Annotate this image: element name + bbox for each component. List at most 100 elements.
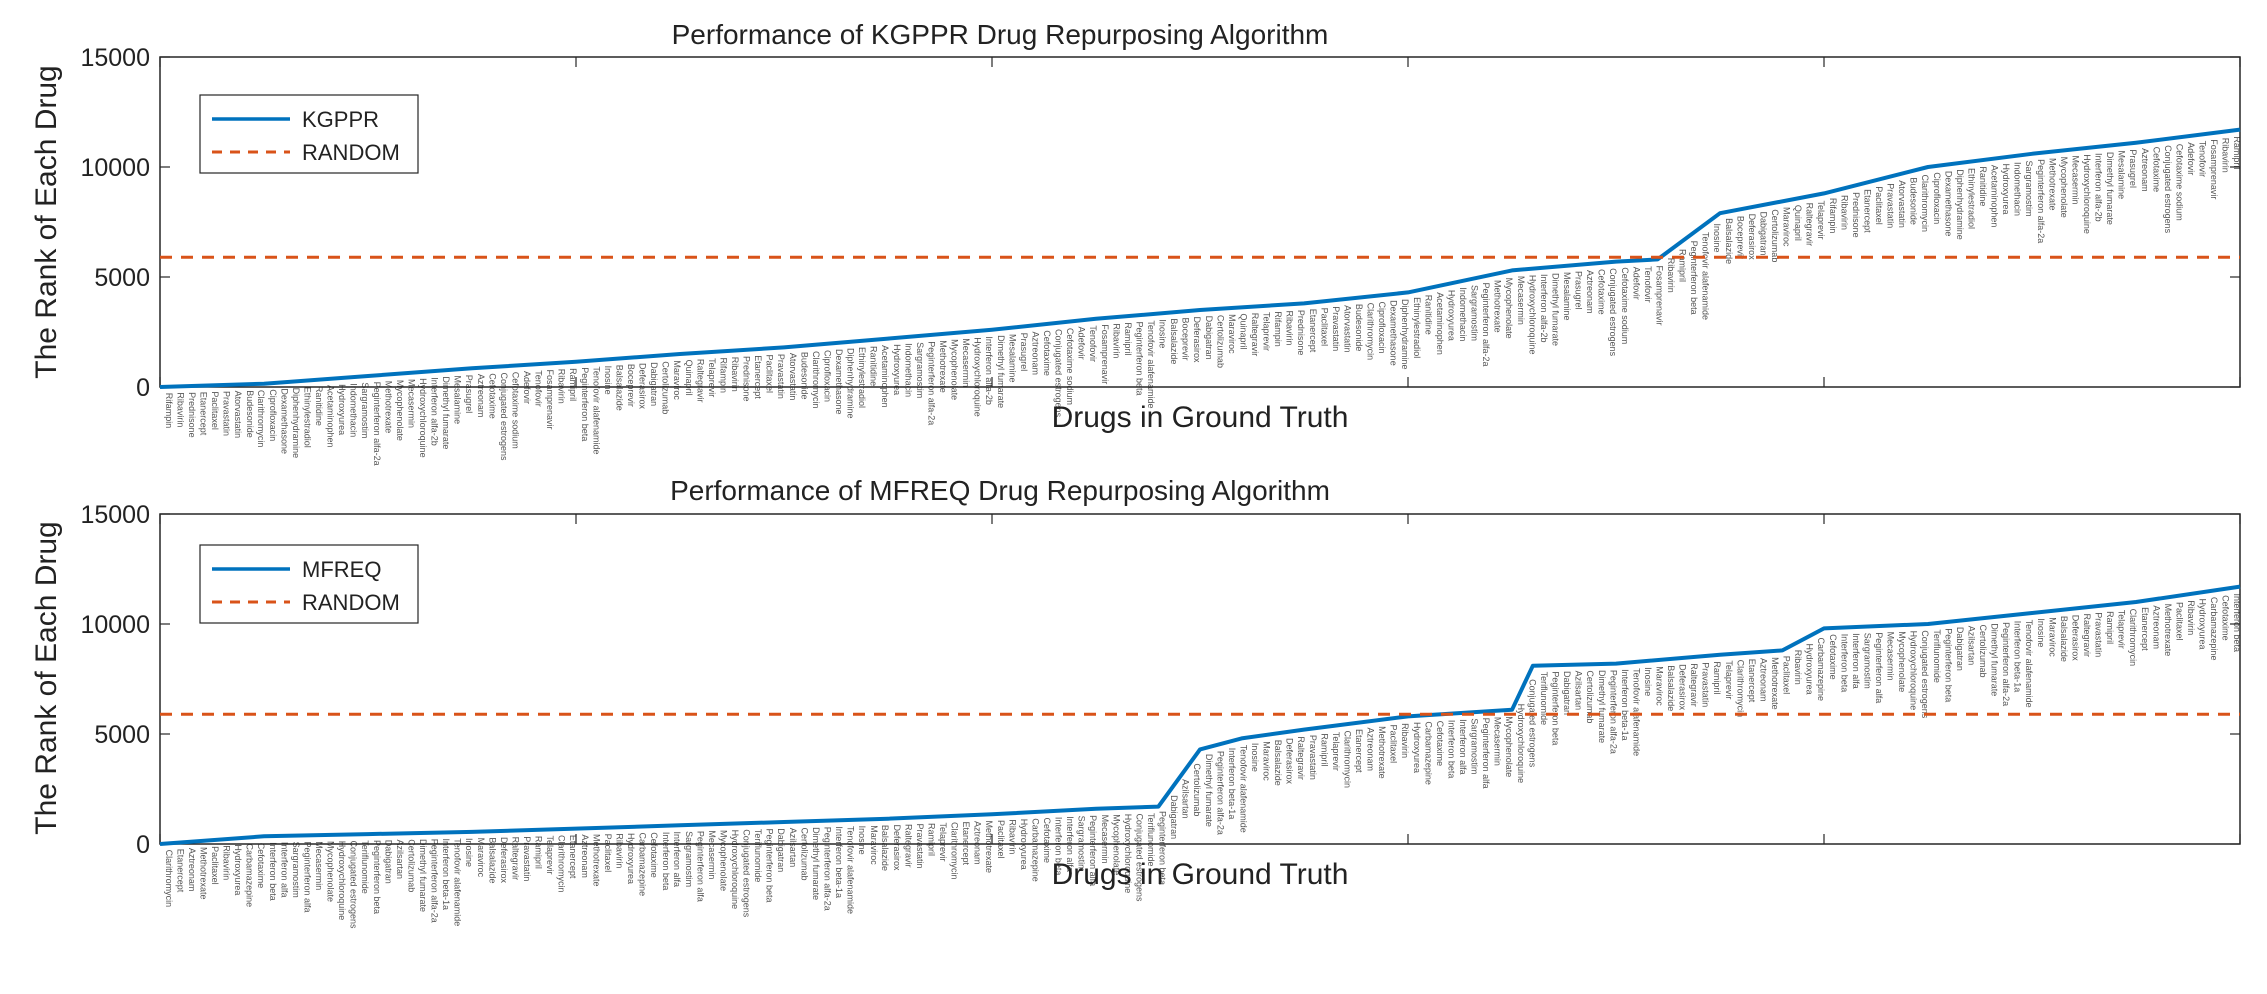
drug-label: Mecasermin <box>2070 156 2080 205</box>
kgppr-y-axis-label: The Rank of Each Drug <box>30 65 63 379</box>
drug-label: Hydroxyurea <box>1412 722 1422 773</box>
drug-label: Pravastatin <box>776 354 786 399</box>
drug-label: Cefotaxime <box>2221 595 2231 641</box>
drug-label: Atorvastatin <box>788 353 798 401</box>
drug-label: Sargramostim <box>1470 718 1480 774</box>
drug-label: Inosine <box>603 366 613 395</box>
drug-label: Ciprofloxacin <box>1932 172 1942 224</box>
drug-label: Carbamazepine <box>638 833 648 897</box>
drug-label: Ribavirin <box>1111 323 1121 358</box>
drug-label: Tenofovir alafenamide <box>1631 668 1641 756</box>
drug-label: Cefotaxime <box>256 843 266 889</box>
drug-label: Certolizumab <box>406 839 416 892</box>
drug-label: Ribavirin <box>175 392 185 427</box>
drug-label: Interferon alfa <box>1851 633 1861 689</box>
drug-label: Maraviroc <box>1227 314 1237 354</box>
drug-label: Mecasermin <box>1886 632 1896 681</box>
drug-label: Ramipril <box>1678 249 1688 282</box>
drug-label: Mesalamine <box>1562 272 1572 321</box>
drug-label: Atorvastatin <box>233 391 243 439</box>
drug-label: Conjugated estrogens <box>1134 813 1144 902</box>
drug-label: Interferon beta <box>1446 720 1456 779</box>
drug-label: Ribavirin <box>2186 600 2196 635</box>
drug-label: Acetaminophen <box>1990 165 2000 228</box>
drug-label: Carbamazepine <box>2209 597 2219 661</box>
drug-label: Teriflunomide <box>753 829 763 883</box>
kgppr-legend-entry: KGPPR <box>302 107 379 132</box>
drug-label: Budesonide <box>1354 304 1364 352</box>
drug-label: Dimethyl fumarate <box>2105 152 2115 225</box>
drug-label: Telaprevir <box>1816 201 1826 240</box>
mfreq-legend: MFREQ RANDOM <box>199 544 419 624</box>
mfreq-drug-labels: Clarithromycin Etanercept Aztreonam Methotr… <box>164 594 2242 930</box>
mfreq-legend-box <box>199 544 419 624</box>
drug-label: Acetaminophen <box>326 385 336 448</box>
drug-label: Interferon beta-1a <box>1620 669 1630 741</box>
drug-label: Budesonide <box>799 352 809 400</box>
drug-label: Ramipril <box>2232 136 2242 169</box>
drug-label: Peginterferon alfa-2a <box>1608 670 1618 754</box>
drug-label: Ribavirin <box>614 833 624 868</box>
drug-label: Mecasermin <box>1493 717 1503 766</box>
drug-label: Tenofovir alafenamide <box>2024 620 2034 708</box>
drug-label: Azilsartan <box>395 839 405 879</box>
drug-label: Paclitaxel <box>1389 725 1399 764</box>
drug-label: Hydroxyurea <box>892 344 902 395</box>
drug-label: Prednisone <box>1851 192 1861 238</box>
drug-label: Ciprofloxacin <box>1377 302 1387 354</box>
drug-label: Acetaminophen <box>880 345 890 408</box>
drug-label: Quinapril <box>1793 205 1803 241</box>
drug-label: Raltegravir <box>903 824 913 868</box>
drug-label: Raltegravir <box>2082 614 2092 658</box>
drug-label: Indomethacin <box>1458 287 1468 341</box>
mfreq-chart-title: Performance of MFREQ Drug Repurposing Al… <box>670 475 1330 506</box>
drug-label: Dabigatran <box>776 828 786 872</box>
drug-label: Etanercept <box>1862 189 1872 233</box>
drug-label: Mecasermin <box>314 841 324 890</box>
y-tick-label: 10000 <box>80 611 150 639</box>
drug-label: Mecasermin <box>961 338 971 387</box>
drug-label: Mycophenolate <box>1111 814 1121 875</box>
drug-label: Tenofovir <box>534 370 544 407</box>
drug-label: Peginterferon beta <box>1550 671 1560 745</box>
drug-label: Cefotaxime <box>1042 330 1052 376</box>
drug-label: Certolizumab <box>1215 315 1225 368</box>
drug-label: Inosine <box>2036 618 2046 647</box>
drug-label: Tenofovir alafenamide <box>453 838 463 926</box>
drug-label: Balsalazide <box>487 837 497 883</box>
drug-label: Telaprevir <box>1331 732 1341 771</box>
drug-label: Peginterferon alfa <box>1874 632 1884 703</box>
drug-label: Clarithromycin <box>557 835 567 893</box>
drug-label: Ciprofloxacin <box>822 350 832 402</box>
drug-label: Balsalazide <box>2059 616 2069 662</box>
drug-label: Teriflunomide <box>1539 672 1549 726</box>
drug-label: Interferon beta-1a <box>2013 621 2023 693</box>
drug-label: Peginterferon beta <box>1158 811 1168 885</box>
drug-label: Rifampin <box>164 393 174 429</box>
mfreq-series <box>159 584 2241 846</box>
drug-label: Raltegravir <box>1805 203 1815 247</box>
drug-label: Balsalazide <box>1724 218 1734 264</box>
drug-label: Diphenhydramine <box>1955 169 1965 240</box>
drug-label: Boceprevir <box>1735 216 1745 259</box>
drug-label: Raltegravir <box>510 837 520 881</box>
drug-label: Paclitaxel <box>2174 602 2184 641</box>
drug-label: Balsalazide <box>1666 665 1676 711</box>
drug-label: Telaprevir <box>707 358 717 397</box>
drug-label: Dexamethasone <box>1943 171 1953 237</box>
drug-label: Fosamprenavir <box>1654 266 1664 326</box>
drug-label: Ribavirin <box>1400 723 1410 758</box>
drug-label: Budesonide <box>245 390 255 438</box>
drug-label: Indomethacin <box>903 343 913 397</box>
drug-label: Cefotaxime sodium <box>2174 144 2184 221</box>
drug-label: Ribavirin <box>1839 195 1849 230</box>
drug-label: Mycophenolate <box>1897 631 1907 692</box>
drug-label: Methotrexate <box>198 847 208 900</box>
drug-label: Methotrexate <box>2047 158 2057 211</box>
drug-label: Mecasermin <box>707 830 717 879</box>
drug-label: Rifampin <box>1273 311 1283 347</box>
drug-label: Methotrexate <box>383 381 393 434</box>
y-tick-label: 15000 <box>80 44 150 72</box>
drug-label: Aztreonam <box>2140 148 2150 192</box>
drug-label: Cefotaxime sodium <box>510 372 520 449</box>
